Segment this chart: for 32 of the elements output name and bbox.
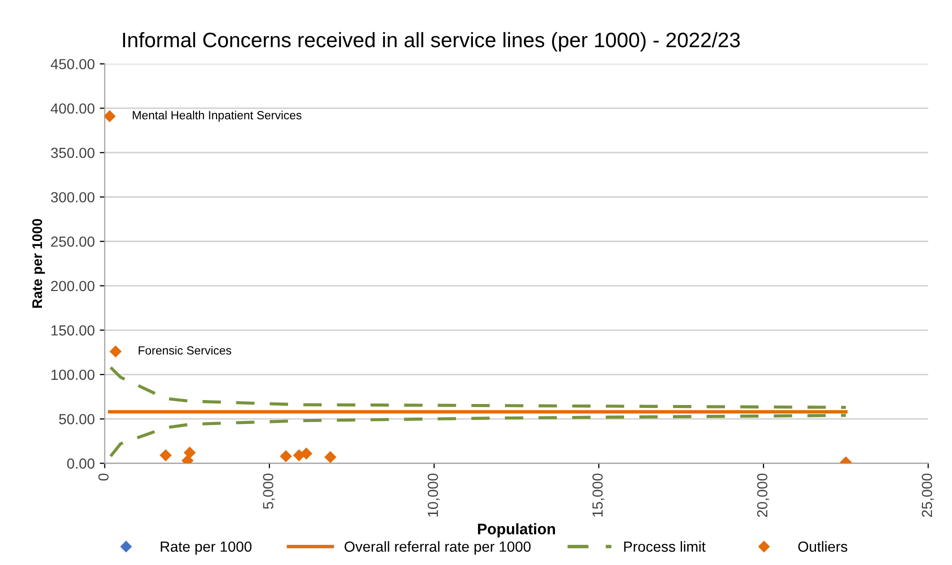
y-tick-label: 100.00 (52, 370, 94, 380)
point (280, 450, 292, 462)
x-tick-label: 10,000 (428, 474, 440, 517)
legend-label: Rate per 1000 (160, 541, 252, 555)
point (104, 110, 116, 122)
x-tick-label: 0 (98, 474, 109, 481)
y-tick-label: 350.00 (50, 148, 94, 158)
y-axis-title: Rate per 1000 (32, 218, 45, 308)
x-tick-label: 25,000 (922, 474, 934, 517)
x-tick-label: 5,000 (263, 474, 276, 509)
x-tick-label: 15,000 (592, 474, 604, 517)
x-axis-title: Population (478, 523, 555, 538)
annotation: Mental Health Inpatient Services (132, 110, 302, 122)
y-tick-label: 150.00 (52, 325, 94, 336)
y-tick-label: 400.00 (50, 103, 94, 114)
point (300, 447, 312, 460)
y-tick-label: 0.00 (67, 458, 94, 469)
point (184, 446, 196, 459)
point (110, 345, 122, 358)
legend-label: Outliers (798, 541, 848, 552)
point (160, 449, 172, 462)
y-tick-label: 50.00 (59, 414, 94, 424)
annotation: Forensic Services (138, 346, 232, 355)
y-tick-label: 200.00 (51, 280, 94, 292)
legend-label: Process limit (624, 541, 706, 552)
y-tick-label: 450.00 (50, 58, 94, 70)
point (324, 451, 336, 464)
chart-title: Informal Concerns received in all service lines (per 1000) - 2022/23 (123, 32, 740, 52)
x-tick-label: 20,000 (757, 474, 770, 517)
legend-label: Overall referral rate per 1000 (344, 541, 531, 555)
y-tick-label: 300.00 (50, 192, 94, 202)
y-tick-label: 250.00 (51, 236, 94, 247)
